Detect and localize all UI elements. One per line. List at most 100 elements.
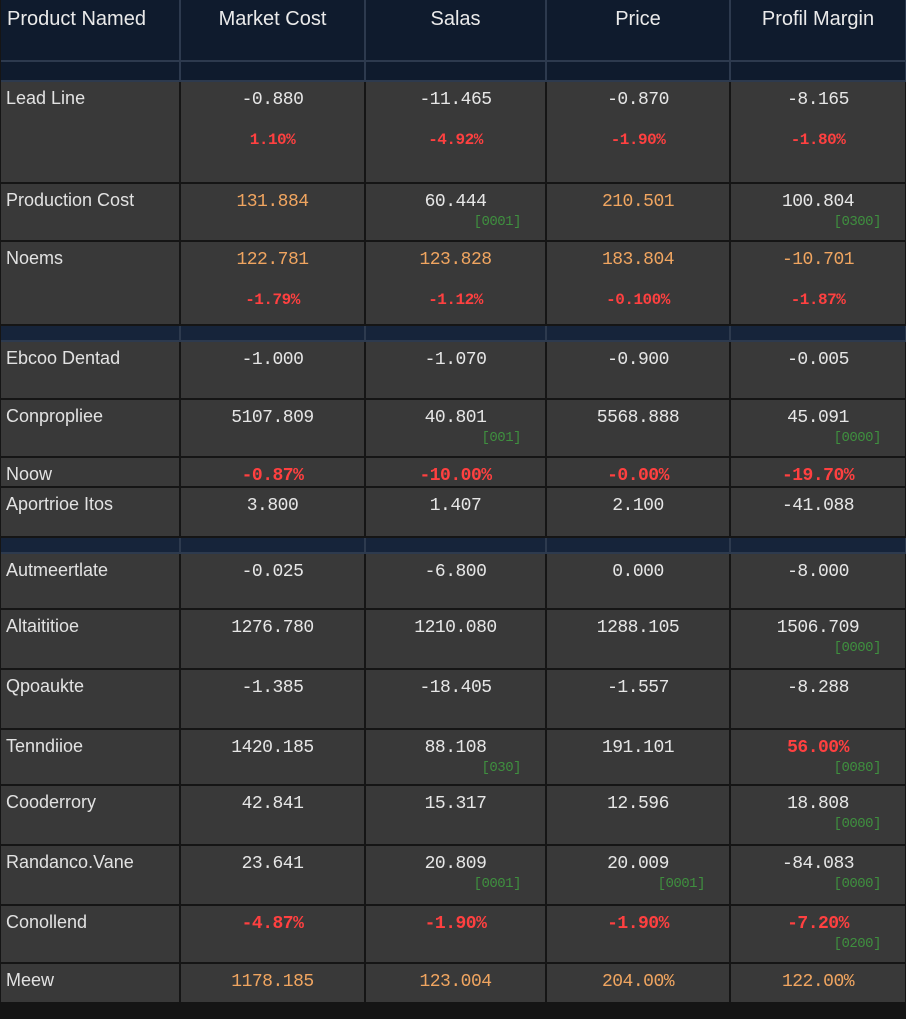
header-divider-band xyxy=(731,62,906,82)
data-cell: -0.870 -1.90% xyxy=(547,82,731,184)
column-header: Profil Margin xyxy=(731,0,906,62)
row-label: Conollend xyxy=(1,906,181,964)
cell-value: 1506.709 xyxy=(776,618,860,638)
data-cell: 183.804 -0.100% xyxy=(547,242,731,326)
cell-value: -1.385 xyxy=(241,678,304,698)
row-label: Noems xyxy=(1,242,181,326)
cell-value: 131.884 xyxy=(236,192,309,212)
group-divider-band xyxy=(181,326,366,342)
cell-value: -0.005 xyxy=(787,350,849,370)
cell-value: -1.000 xyxy=(241,350,304,370)
data-cell: 1210.080 xyxy=(366,610,547,670)
data-cell: 60.444 [0001] xyxy=(366,184,547,242)
cell-code: [0000] xyxy=(833,430,882,446)
cell-value: 5568.888 xyxy=(596,408,680,428)
cell-value: -7.20% xyxy=(787,914,849,934)
cell-value: 2.100 xyxy=(612,496,664,516)
group-divider-band xyxy=(1,326,181,342)
cell-value: 12.596 xyxy=(607,794,669,814)
data-cell: 20.809 [0001] xyxy=(366,846,547,906)
data-cell: 1506.709 [0000] xyxy=(731,610,906,670)
header-divider-band xyxy=(181,62,366,82)
cell-value: 1288.105 xyxy=(596,618,680,638)
cell-value: 60.444 xyxy=(424,192,487,212)
data-cell: 45.091 [0000] xyxy=(731,400,906,458)
data-cell: -1.90% xyxy=(366,906,547,964)
data-cell: -8.288 xyxy=(731,670,906,730)
cell-value: 191.101 xyxy=(601,738,675,758)
cell-value: 1210.080 xyxy=(414,618,497,638)
data-cell: -0.900 xyxy=(547,342,731,400)
cell-value: 123.828 xyxy=(419,250,492,270)
row-label: Noow xyxy=(1,458,181,488)
cell-value: -8.288 xyxy=(787,678,849,698)
data-cell: 23.641 xyxy=(181,846,366,906)
cell-value: 122.781 xyxy=(236,250,309,270)
data-cell: 122.781 -1.79% xyxy=(181,242,366,326)
data-cell: 122.00% xyxy=(731,964,906,1004)
row-label: Lead Line xyxy=(1,82,181,184)
group-divider-band xyxy=(731,326,906,342)
data-cell: 5568.888 xyxy=(547,400,731,458)
row-label: Qpoaukte xyxy=(1,670,181,730)
data-cell: -41.088 xyxy=(731,488,906,538)
data-cell: 40.801 [001] xyxy=(366,400,547,458)
cell-value: -0.025 xyxy=(241,562,304,582)
data-cell: 191.101 xyxy=(547,730,731,786)
cell-code: [001] xyxy=(481,430,521,446)
cell-value: 40.801 xyxy=(424,408,487,428)
row-label: Randanco.Vane xyxy=(1,846,181,906)
cell-value: -10.701 xyxy=(781,250,855,270)
data-cell: 1276.780 xyxy=(181,610,366,670)
data-cell: 5107.809 xyxy=(181,400,366,458)
cell-code: [0001] xyxy=(657,876,706,892)
cell-change-percent: 1.10% xyxy=(249,131,296,149)
data-cell: -19.70% xyxy=(731,458,906,488)
data-cell: -84.083 [0000] xyxy=(731,846,906,906)
cell-code: [0001] xyxy=(473,214,522,230)
cell-change-percent: -0.100% xyxy=(606,291,670,309)
cell-value: -6.800 xyxy=(424,562,487,582)
data-cell: 15.317 xyxy=(366,786,547,846)
data-cell: -1.557 xyxy=(547,670,731,730)
data-cell: -10.701 -1.87% xyxy=(731,242,906,326)
cell-value: 122.00% xyxy=(781,972,855,992)
row-label: Conpropliee xyxy=(1,400,181,458)
data-cell: 100.804 [0300] xyxy=(731,184,906,242)
cell-change-percent: -1.80% xyxy=(790,131,846,149)
cell-value: -11.465 xyxy=(419,90,492,110)
data-cell: -4.87% xyxy=(181,906,366,964)
group-divider-band xyxy=(547,538,731,554)
cell-value: 183.804 xyxy=(601,250,675,270)
cell-value: -1.90% xyxy=(424,914,487,934)
data-cell: -8.000 xyxy=(731,554,906,610)
cell-value: 1276.780 xyxy=(231,618,314,638)
data-cell: 1420.185 xyxy=(181,730,366,786)
cell-value: 88.108 xyxy=(424,738,487,758)
cell-value: 204.00% xyxy=(601,972,675,992)
data-cell: 123.004 xyxy=(366,964,547,1004)
row-label: Meew xyxy=(1,964,181,1004)
cell-value: 15.317 xyxy=(424,794,487,814)
cell-value: 0.000 xyxy=(612,562,664,582)
data-cell: -18.405 xyxy=(366,670,547,730)
header-divider-band xyxy=(366,62,547,82)
cell-value: 1420.185 xyxy=(231,738,314,758)
data-cell: 18.808 [0000] xyxy=(731,786,906,846)
cell-value: 42.841 xyxy=(241,794,304,814)
group-divider-band xyxy=(547,326,731,342)
data-cell: -1.070 xyxy=(366,342,547,400)
cell-code: [0000] xyxy=(833,876,882,892)
cell-change-percent: -1.79% xyxy=(245,291,300,309)
data-cell: -1.90% xyxy=(547,906,731,964)
column-header: Product Named xyxy=(1,0,181,62)
data-cell: 1178.185 xyxy=(181,964,366,1004)
cell-change-percent: -1.90% xyxy=(610,131,666,149)
cell-value: 210.501 xyxy=(601,192,675,212)
data-cell: 1.407 xyxy=(366,488,547,538)
row-label: Aportrioe Itos xyxy=(1,488,181,538)
group-divider-band xyxy=(366,538,547,554)
cell-value: 1.407 xyxy=(429,496,482,516)
data-cell: 2.100 xyxy=(547,488,731,538)
